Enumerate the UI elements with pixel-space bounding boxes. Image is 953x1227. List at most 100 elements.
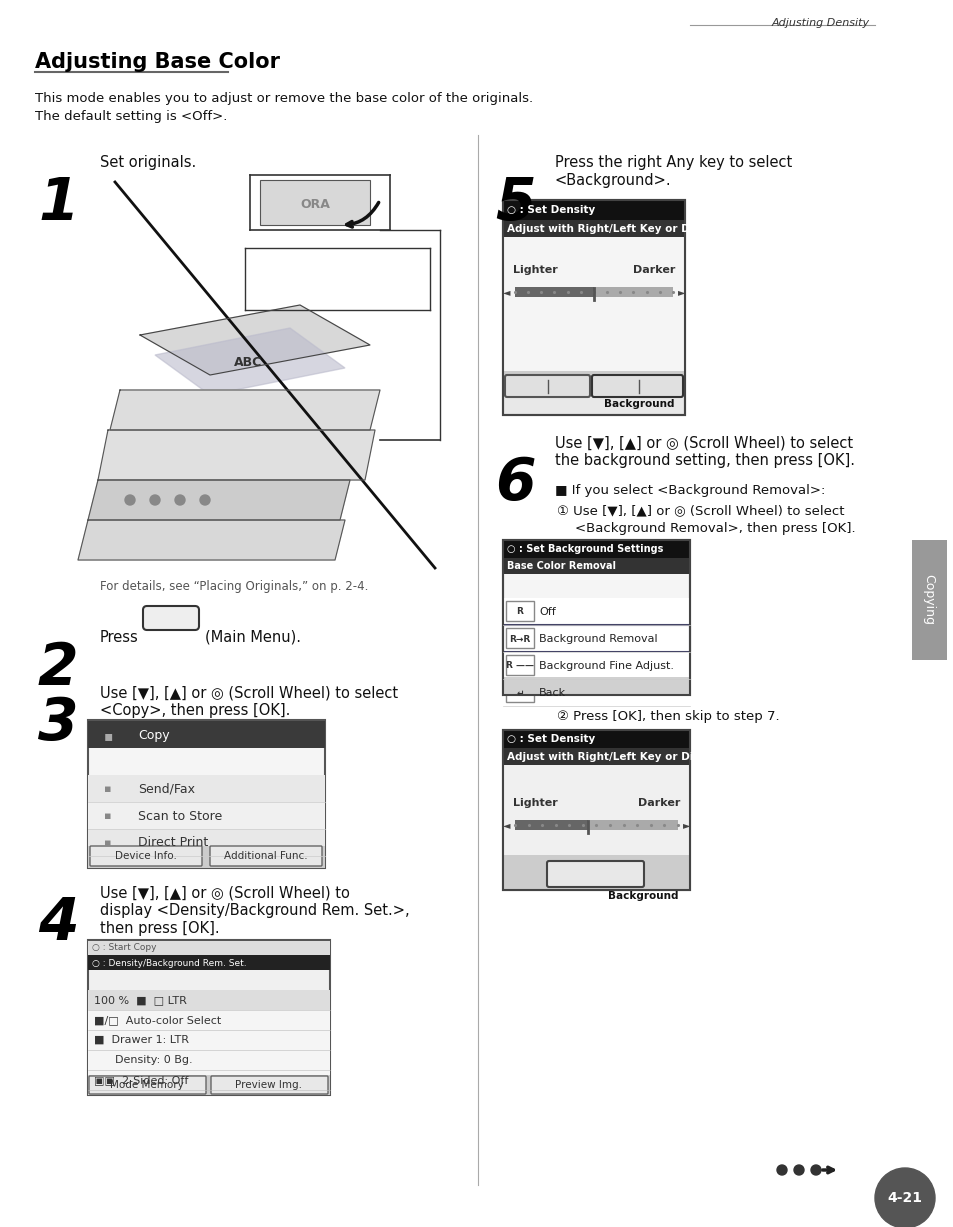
FancyBboxPatch shape	[502, 237, 684, 393]
Text: R ——: R ——	[505, 661, 534, 670]
Text: Scan to Store: Scan to Store	[138, 810, 222, 822]
FancyBboxPatch shape	[515, 820, 588, 829]
Text: ■/□  Auto-color Select: ■/□ Auto-color Select	[94, 1015, 221, 1025]
Text: Copying: Copying	[922, 574, 935, 626]
Text: (Main Menu).: (Main Menu).	[205, 629, 301, 645]
FancyBboxPatch shape	[88, 940, 330, 1094]
Text: ○ : Set Background Settings: ○ : Set Background Settings	[506, 544, 662, 555]
FancyBboxPatch shape	[260, 180, 370, 225]
Text: ▪: ▪	[103, 729, 112, 744]
FancyBboxPatch shape	[88, 990, 330, 1010]
Text: 100 %  ■  □ LTR: 100 % ■ □ LTR	[94, 995, 187, 1005]
Text: Press the right Any key to select: Press the right Any key to select	[555, 155, 791, 171]
Text: For details, see “Placing Originals,” on p. 2-4.: For details, see “Placing Originals,” on…	[100, 580, 368, 593]
FancyBboxPatch shape	[88, 720, 325, 867]
FancyBboxPatch shape	[502, 540, 689, 558]
Text: ■ If you select <Background Removal>:: ■ If you select <Background Removal>:	[555, 483, 824, 497]
Text: Additional Func.: Additional Func.	[224, 852, 308, 861]
FancyBboxPatch shape	[88, 721, 325, 748]
Text: <Copy>, then press [OK].: <Copy>, then press [OK].	[100, 703, 290, 718]
FancyBboxPatch shape	[588, 820, 678, 829]
Text: Background: Background	[607, 891, 678, 901]
Text: 1: 1	[38, 175, 78, 232]
Text: Density: 0 Bg.: Density: 0 Bg.	[94, 1055, 193, 1065]
Text: ① Use [▼], [▲] or ◎ (Scroll Wheel) to select: ① Use [▼], [▲] or ◎ (Scroll Wheel) to se…	[557, 504, 843, 517]
Text: Use [▼], [▲] or ◎ (Scroll Wheel) to select: Use [▼], [▲] or ◎ (Scroll Wheel) to sele…	[100, 685, 397, 699]
Text: <Background>.: <Background>.	[555, 173, 671, 188]
Text: then press [OK].: then press [OK].	[100, 921, 219, 936]
FancyBboxPatch shape	[90, 845, 202, 866]
Text: Background Fine Adjust.: Background Fine Adjust.	[538, 661, 673, 671]
Text: Direct Print: Direct Print	[138, 837, 208, 849]
Text: Darker: Darker	[632, 265, 675, 275]
Text: Copy: Copy	[138, 730, 170, 742]
FancyBboxPatch shape	[546, 861, 643, 887]
FancyBboxPatch shape	[502, 730, 689, 748]
FancyBboxPatch shape	[502, 200, 684, 415]
Text: 6: 6	[495, 455, 535, 512]
Circle shape	[874, 1168, 934, 1227]
FancyBboxPatch shape	[502, 371, 684, 393]
Text: ▣▣  2-Sided: Off: ▣▣ 2-Sided: Off	[94, 1075, 188, 1085]
Text: ○ : Start Copy: ○ : Start Copy	[91, 944, 156, 952]
FancyBboxPatch shape	[502, 730, 689, 890]
Text: 4: 4	[38, 894, 78, 952]
Polygon shape	[88, 480, 350, 520]
Text: ABC: ABC	[233, 357, 262, 369]
FancyBboxPatch shape	[89, 1076, 206, 1094]
Text: Preview Img.: Preview Img.	[235, 1080, 302, 1090]
Text: ■  Drawer 1: LTR: ■ Drawer 1: LTR	[94, 1036, 189, 1045]
Text: Darker: Darker	[637, 798, 679, 809]
Text: Adjusting Density: Adjusting Density	[771, 18, 869, 28]
Circle shape	[810, 1164, 821, 1175]
FancyBboxPatch shape	[592, 375, 682, 398]
Circle shape	[174, 494, 185, 506]
Text: 5: 5	[495, 175, 535, 232]
Text: Adjust with Right/Left Key or Dial: Adjust with Right/Left Key or Dial	[506, 752, 703, 762]
FancyBboxPatch shape	[505, 601, 534, 621]
FancyBboxPatch shape	[502, 679, 689, 706]
FancyBboxPatch shape	[911, 540, 946, 660]
Text: display <Density/Background Rem. Set.>,: display <Density/Background Rem. Set.>,	[100, 903, 409, 918]
Polygon shape	[140, 306, 370, 375]
Circle shape	[776, 1164, 786, 1175]
FancyBboxPatch shape	[505, 655, 534, 675]
Text: Background Removal: Background Removal	[538, 634, 657, 644]
Polygon shape	[98, 429, 375, 480]
FancyBboxPatch shape	[88, 1070, 330, 1090]
Text: ② Press [OK], then skip to step 7.: ② Press [OK], then skip to step 7.	[557, 710, 779, 723]
Text: ○ : Set Density: ○ : Set Density	[506, 205, 595, 215]
Text: ◄: ◄	[502, 820, 510, 829]
Text: ►: ►	[682, 820, 690, 829]
FancyBboxPatch shape	[88, 1050, 330, 1070]
FancyBboxPatch shape	[88, 802, 325, 829]
FancyBboxPatch shape	[88, 1010, 330, 1029]
Text: Lighter: Lighter	[513, 265, 558, 275]
Text: 2: 2	[38, 640, 78, 697]
Text: Use [▼], [▲] or ◎ (Scroll Wheel) to: Use [▼], [▲] or ◎ (Scroll Wheel) to	[100, 885, 350, 899]
FancyBboxPatch shape	[502, 220, 684, 237]
Text: Off: Off	[538, 607, 556, 617]
FancyBboxPatch shape	[88, 941, 330, 955]
FancyBboxPatch shape	[88, 845, 325, 867]
FancyBboxPatch shape	[504, 375, 589, 398]
FancyBboxPatch shape	[502, 652, 689, 679]
FancyBboxPatch shape	[502, 677, 689, 694]
FancyBboxPatch shape	[88, 829, 325, 856]
Polygon shape	[154, 328, 345, 395]
FancyBboxPatch shape	[88, 955, 330, 971]
FancyBboxPatch shape	[515, 287, 594, 297]
Text: Background: Background	[603, 399, 674, 409]
Polygon shape	[110, 390, 379, 429]
Circle shape	[125, 494, 135, 506]
Text: the background setting, then press [OK].: the background setting, then press [OK].	[555, 453, 854, 467]
Text: Mode Memory: Mode Memory	[110, 1080, 184, 1090]
Text: 4-21: 4-21	[886, 1191, 922, 1205]
FancyBboxPatch shape	[502, 598, 689, 625]
Text: 3: 3	[38, 694, 78, 752]
FancyBboxPatch shape	[88, 1075, 330, 1094]
Text: The default setting is <Off>.: The default setting is <Off>.	[35, 110, 227, 123]
FancyBboxPatch shape	[143, 606, 199, 629]
Text: ▪: ▪	[104, 838, 112, 848]
Text: Base Color Removal: Base Color Removal	[506, 561, 616, 571]
